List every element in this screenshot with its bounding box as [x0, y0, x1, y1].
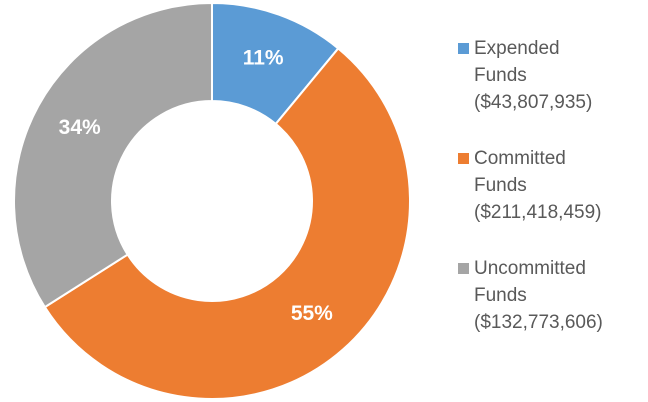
legend-entry: Expended Funds ($43,807,935)	[458, 35, 633, 116]
data-label: 11%	[243, 46, 284, 69]
legend-label: Uncommitted Funds ($132,773,606)	[474, 258, 603, 333]
legend-label: Expended Funds ($43,807,935)	[474, 38, 593, 113]
slice	[43, 47, 411, 400]
data-label: 34%	[59, 116, 101, 139]
legend-swatch	[458, 153, 469, 164]
data-label: 55%	[291, 302, 333, 325]
legend-entry: Uncommitted Funds ($132,773,606)	[458, 255, 633, 336]
legend-entry: Committed Funds ($211,418,459)	[458, 145, 633, 226]
legend-label: Committed Funds ($211,418,459)	[474, 148, 602, 223]
slice	[13, 1, 213, 309]
legend-swatch	[458, 263, 469, 274]
legend-swatch	[458, 43, 469, 54]
